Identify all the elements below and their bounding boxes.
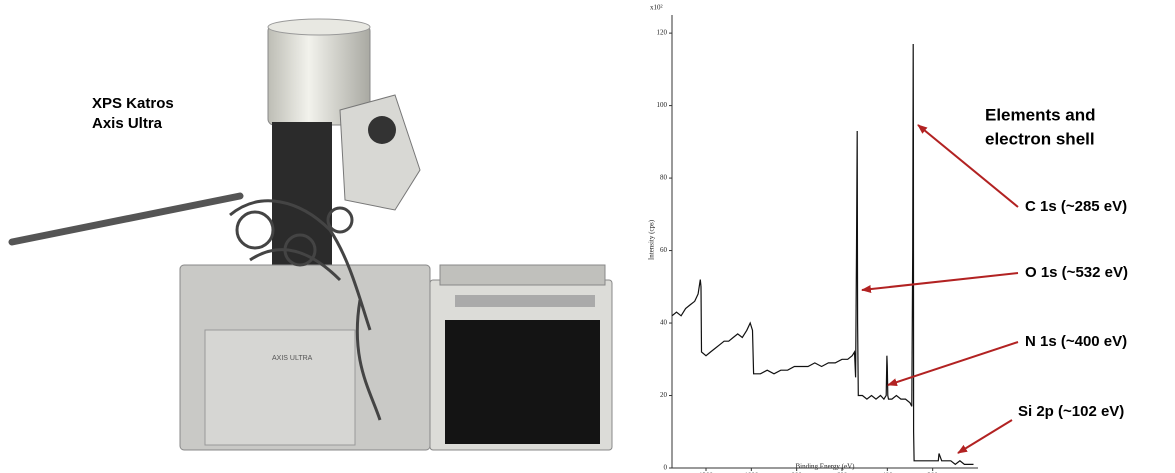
annotation-arrows	[861, 124, 1019, 454]
y-tick-label: 100	[657, 101, 668, 109]
y-tick-label: 20	[660, 391, 668, 399]
photo-caption: XPS Katros	[92, 95, 174, 112]
y-tick-label: 120	[657, 29, 668, 37]
annotation: Si 2p (~102 eV)	[1018, 403, 1124, 420]
instrument-photo: AXIS ULTRA	[8, 18, 613, 451]
arrow	[917, 124, 1019, 208]
spectrum-line	[671, 43, 974, 466]
legend-title: electron shell	[985, 129, 1095, 148]
arrow	[861, 272, 1019, 294]
y-multiplier: x10²	[650, 4, 663, 12]
arrow	[887, 341, 1019, 386]
x-tick-label: 1200	[699, 472, 714, 473]
photo-caption: Axis Ultra	[92, 115, 163, 132]
x-tick-label: 400	[882, 472, 893, 473]
instrument-label: AXIS ULTRA	[272, 355, 313, 362]
x-tick-label: 800	[791, 472, 802, 473]
x-tick-label: 600	[837, 472, 848, 473]
x-tick-label: 200	[927, 472, 938, 473]
legend-title: Elements and	[985, 105, 1096, 124]
y-tick-label: 0	[664, 464, 668, 472]
annotation: O 1s (~532 eV)	[1025, 264, 1128, 281]
y-tick-label: 60	[660, 246, 668, 254]
y-tick-label: 80	[660, 174, 668, 182]
annotation: C 1s (~285 eV)	[1025, 198, 1127, 215]
x-tick-label: 1000	[744, 472, 759, 473]
y-axis-label: Intensity (cps)	[648, 219, 656, 260]
arrow	[957, 419, 1013, 454]
annotation: N 1s (~400 eV)	[1025, 333, 1127, 350]
x-axis-label: Binding Energy (eV)	[796, 463, 856, 471]
y-tick-label: 40	[660, 319, 668, 327]
